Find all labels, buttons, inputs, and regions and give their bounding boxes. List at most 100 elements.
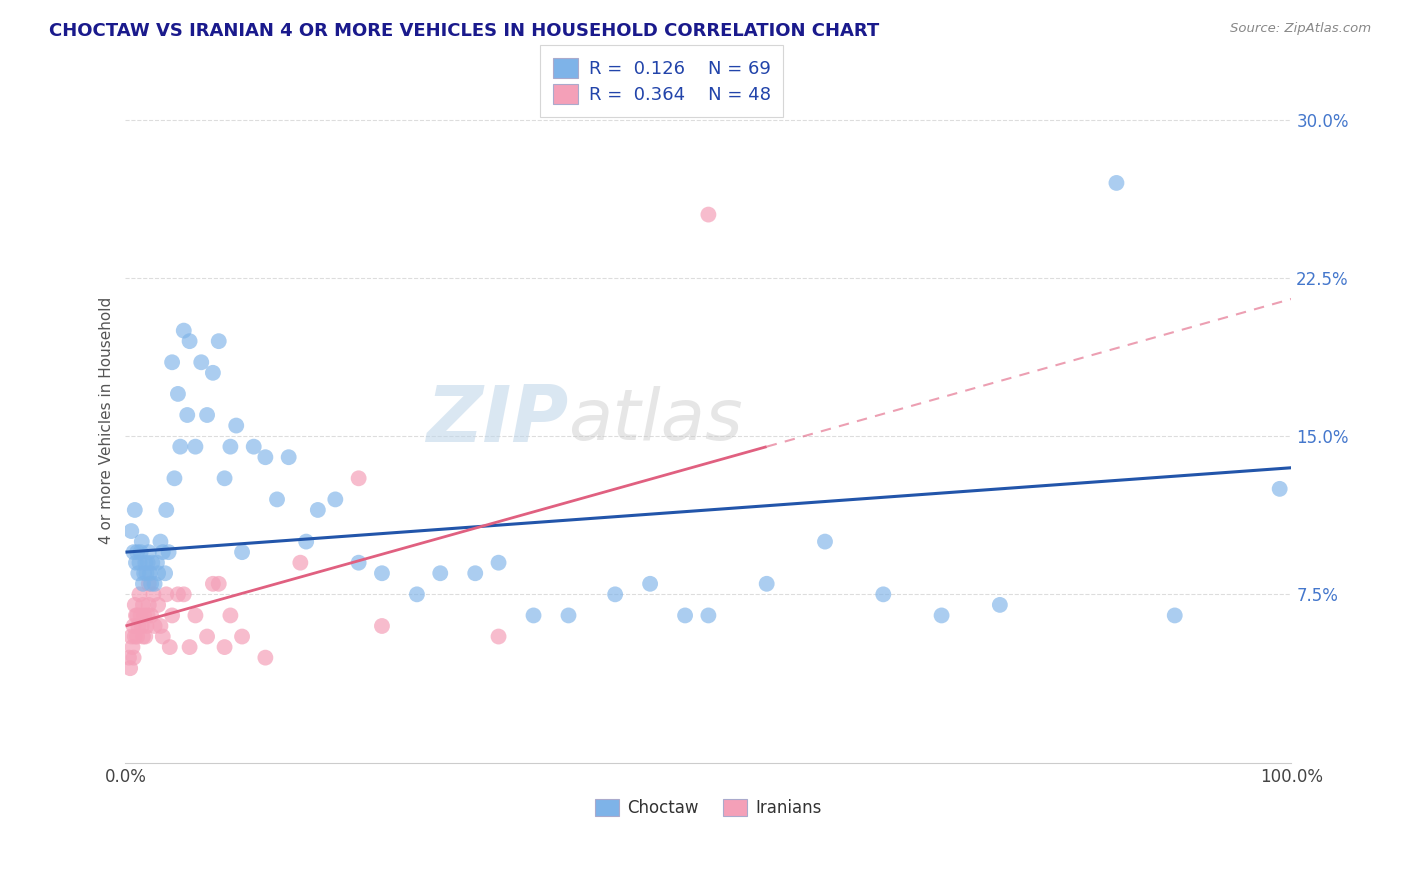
Point: [872, 587, 894, 601]
Point: [127, 630, 149, 644]
Point: [124, 503, 146, 517]
Point: [157, 545, 180, 559]
Point: [323, 492, 346, 507]
Point: [120, 630, 142, 644]
Point: [142, 587, 165, 601]
Point: [155, 503, 177, 517]
Point: [135, 619, 157, 633]
Point: [277, 450, 299, 465]
Point: [557, 608, 579, 623]
Point: [167, 387, 190, 401]
Point: [146, 598, 169, 612]
Point: [1268, 482, 1291, 496]
Point: [201, 366, 224, 380]
Point: [124, 630, 146, 644]
Point: [149, 619, 172, 633]
Point: [127, 566, 149, 581]
Point: [155, 587, 177, 601]
Y-axis label: 4 or more Vehicles in Household: 4 or more Vehicles in Household: [100, 297, 114, 544]
Point: [231, 545, 253, 559]
Point: [755, 576, 778, 591]
Point: [488, 630, 510, 644]
Point: [120, 524, 142, 538]
Point: [176, 408, 198, 422]
Point: [295, 534, 318, 549]
Point: [290, 556, 312, 570]
Point: [488, 556, 510, 570]
Point: [159, 640, 181, 654]
Point: [931, 608, 953, 623]
Point: [136, 556, 159, 570]
Point: [254, 450, 277, 465]
Point: [135, 566, 157, 581]
Point: [143, 576, 166, 591]
Point: [1105, 176, 1128, 190]
Point: [697, 208, 720, 222]
Point: [139, 576, 162, 591]
Point: [208, 334, 231, 348]
Point: [134, 566, 156, 581]
Point: [464, 566, 486, 581]
Point: [167, 587, 190, 601]
Point: [122, 650, 145, 665]
Point: [120, 661, 142, 675]
Point: [143, 619, 166, 633]
Point: [127, 619, 149, 633]
Point: [225, 418, 247, 433]
Point: [201, 576, 224, 591]
Point: [195, 630, 218, 644]
Point: [179, 640, 201, 654]
Point: [673, 608, 696, 623]
Point: [195, 408, 218, 422]
Point: [160, 608, 183, 623]
Point: [127, 608, 149, 623]
Point: [208, 576, 231, 591]
Point: [219, 440, 242, 454]
Point: [214, 640, 236, 654]
Point: [128, 587, 150, 601]
Point: [163, 471, 186, 485]
Point: [122, 619, 145, 633]
Point: [132, 598, 155, 612]
Point: [371, 566, 394, 581]
Point: [134, 608, 156, 623]
Point: [146, 566, 169, 581]
Legend: Choctaw, Iranians: Choctaw, Iranians: [589, 792, 828, 823]
Point: [124, 598, 146, 612]
Point: [522, 608, 544, 623]
Point: [371, 619, 394, 633]
Text: ZIP: ZIP: [426, 383, 568, 458]
Point: [173, 587, 195, 601]
Point: [1164, 608, 1187, 623]
Point: [132, 630, 155, 644]
Point: [814, 534, 837, 549]
Point: [697, 608, 720, 623]
Point: [146, 556, 169, 570]
Point: [153, 566, 176, 581]
Point: [139, 566, 162, 581]
Point: [173, 324, 195, 338]
Text: atlas: atlas: [568, 385, 744, 455]
Point: [190, 355, 212, 369]
Text: CHOCTAW VS IRANIAN 4 OR MORE VEHICLES IN HOUSEHOLD CORRELATION CHART: CHOCTAW VS IRANIAN 4 OR MORE VEHICLES IN…: [49, 22, 880, 40]
Point: [141, 556, 163, 570]
Point: [242, 440, 264, 454]
Point: [605, 587, 627, 601]
Point: [139, 608, 162, 623]
Text: Source: ZipAtlas.com: Source: ZipAtlas.com: [1230, 22, 1371, 36]
Point: [152, 545, 174, 559]
Point: [138, 598, 160, 612]
Point: [160, 355, 183, 369]
Point: [266, 492, 288, 507]
Point: [988, 598, 1011, 612]
Point: [219, 608, 242, 623]
Point: [121, 640, 143, 654]
Point: [125, 556, 148, 570]
Point: [169, 440, 191, 454]
Point: [214, 471, 236, 485]
Point: [118, 650, 141, 665]
Point: [131, 534, 153, 549]
Point: [122, 545, 145, 559]
Point: [127, 545, 149, 559]
Point: [136, 608, 159, 623]
